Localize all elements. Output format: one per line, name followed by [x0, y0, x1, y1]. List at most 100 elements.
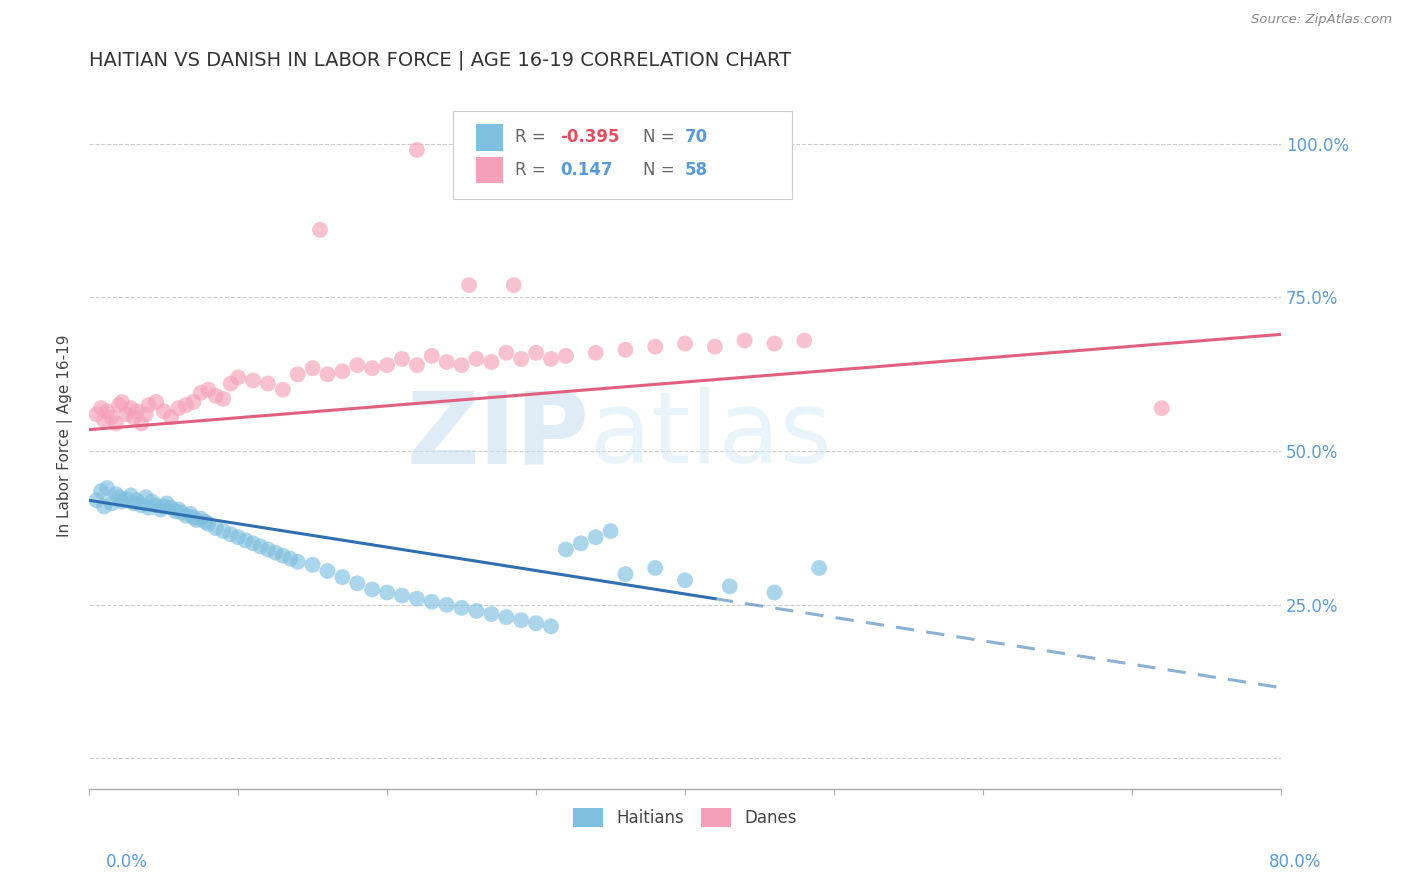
Point — [316, 564, 339, 578]
Point — [332, 364, 354, 378]
Point — [86, 493, 108, 508]
Point — [138, 500, 160, 515]
Point — [125, 404, 148, 418]
Point — [212, 524, 235, 538]
Point — [160, 410, 183, 425]
Point — [271, 549, 294, 563]
Text: 70: 70 — [685, 128, 709, 146]
Point — [170, 506, 193, 520]
Point — [420, 595, 443, 609]
Point — [301, 558, 323, 572]
Point — [346, 358, 368, 372]
Point — [160, 500, 183, 515]
Point — [406, 358, 429, 372]
Point — [129, 498, 152, 512]
Point — [436, 355, 458, 369]
Point — [115, 492, 138, 507]
Point — [332, 570, 354, 584]
Point — [465, 351, 488, 366]
Point — [242, 536, 264, 550]
Point — [96, 404, 118, 418]
Point — [138, 398, 160, 412]
Point — [450, 600, 472, 615]
Point — [495, 346, 517, 360]
Point — [436, 598, 458, 612]
Text: -0.395: -0.395 — [560, 128, 620, 146]
Point — [183, 510, 205, 524]
Point — [287, 555, 309, 569]
Text: 58: 58 — [685, 161, 709, 179]
Point — [111, 395, 134, 409]
Point — [179, 507, 201, 521]
Point — [135, 407, 157, 421]
Point — [120, 401, 142, 416]
Point — [450, 358, 472, 372]
Point — [108, 398, 131, 412]
Point — [125, 493, 148, 508]
Point — [361, 582, 384, 597]
FancyBboxPatch shape — [477, 157, 503, 184]
Point — [540, 351, 562, 366]
Point — [808, 561, 831, 575]
Point — [391, 589, 413, 603]
Point — [174, 398, 197, 412]
Point — [763, 336, 786, 351]
Point — [1150, 401, 1173, 416]
Point — [145, 395, 167, 409]
Text: 0.147: 0.147 — [560, 161, 613, 179]
Point — [264, 545, 287, 559]
Point — [585, 530, 607, 544]
Point — [703, 340, 725, 354]
Point — [569, 536, 592, 550]
Point — [309, 223, 332, 237]
Point — [502, 278, 524, 293]
Point — [100, 496, 122, 510]
Point — [316, 368, 339, 382]
Point — [90, 401, 112, 416]
Point — [420, 349, 443, 363]
Point — [93, 413, 115, 427]
Point — [406, 591, 429, 606]
Point — [257, 376, 280, 391]
Point — [599, 524, 621, 538]
FancyBboxPatch shape — [453, 111, 793, 199]
Point — [614, 567, 637, 582]
Point — [156, 496, 179, 510]
Point — [793, 334, 815, 348]
Text: R =: R = — [515, 161, 551, 179]
Point — [219, 527, 242, 541]
Point — [96, 481, 118, 495]
Point — [510, 351, 533, 366]
Point — [165, 504, 187, 518]
Point — [135, 490, 157, 504]
Text: ZIP: ZIP — [406, 387, 589, 484]
Point — [510, 613, 533, 627]
Point — [167, 401, 190, 416]
Point — [465, 604, 488, 618]
Point — [287, 368, 309, 382]
Point — [734, 334, 756, 348]
Point — [391, 351, 413, 366]
Point — [197, 516, 219, 531]
Point — [673, 573, 696, 587]
Point — [120, 488, 142, 502]
Point — [219, 376, 242, 391]
Point — [197, 383, 219, 397]
Point — [554, 542, 576, 557]
Point — [183, 395, 205, 409]
Point — [86, 407, 108, 421]
Point — [673, 336, 696, 351]
Point — [186, 513, 208, 527]
Point — [524, 616, 547, 631]
Point — [257, 542, 280, 557]
Point — [167, 502, 190, 516]
Point — [458, 278, 481, 293]
Point — [104, 417, 127, 431]
Text: Source: ZipAtlas.com: Source: ZipAtlas.com — [1251, 13, 1392, 27]
Point — [190, 512, 212, 526]
Point — [375, 358, 398, 372]
Point — [249, 540, 271, 554]
Point — [226, 370, 249, 384]
Point — [718, 579, 741, 593]
Point — [108, 490, 131, 504]
